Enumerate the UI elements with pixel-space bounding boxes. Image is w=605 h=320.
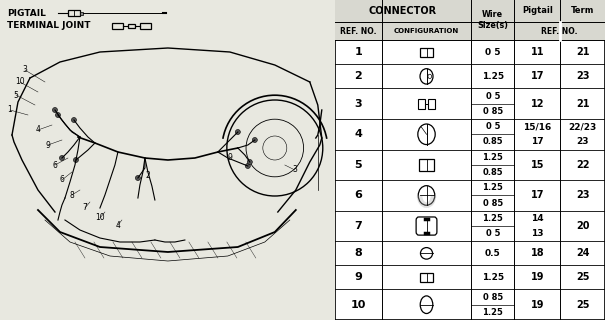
Text: 0 85: 0 85 <box>483 199 503 208</box>
Text: 18: 18 <box>531 248 544 258</box>
Text: 7: 7 <box>82 204 87 212</box>
Text: 4: 4 <box>355 129 362 139</box>
Bar <box>112 23 123 29</box>
Bar <box>335 22 605 40</box>
Circle shape <box>73 157 79 163</box>
Text: 14: 14 <box>531 214 544 223</box>
Text: 24: 24 <box>576 248 589 258</box>
Text: 9: 9 <box>355 272 362 282</box>
Text: 0.85: 0.85 <box>482 168 503 177</box>
Text: 10: 10 <box>350 300 366 310</box>
Circle shape <box>59 156 65 161</box>
Bar <box>419 159 434 171</box>
Text: 10: 10 <box>15 77 25 86</box>
Bar <box>68 10 80 16</box>
Text: 15/16: 15/16 <box>523 122 552 131</box>
Text: 3: 3 <box>292 165 297 174</box>
Bar <box>420 48 433 57</box>
Bar <box>140 23 151 29</box>
Text: 3: 3 <box>355 99 362 109</box>
Text: 13: 13 <box>531 229 544 238</box>
Text: 1.25: 1.25 <box>482 153 503 162</box>
Bar <box>420 273 433 282</box>
Circle shape <box>56 113 60 117</box>
Text: 9: 9 <box>227 154 232 163</box>
Text: 1.25: 1.25 <box>482 214 503 223</box>
Text: 5: 5 <box>13 91 18 100</box>
Circle shape <box>246 164 250 169</box>
Text: 8: 8 <box>355 248 362 258</box>
Text: 1.25: 1.25 <box>482 183 503 192</box>
Circle shape <box>136 175 140 180</box>
Bar <box>419 99 425 108</box>
Text: 1: 1 <box>8 106 12 115</box>
Text: 22/23: 22/23 <box>569 122 597 131</box>
Text: 0.85: 0.85 <box>482 137 503 147</box>
Text: TERMINAL JOINT: TERMINAL JOINT <box>7 21 91 30</box>
Text: 15: 15 <box>531 160 544 170</box>
Text: 6: 6 <box>355 190 362 200</box>
Circle shape <box>247 159 252 164</box>
Text: 3: 3 <box>22 66 27 75</box>
Bar <box>428 99 434 108</box>
Text: 21: 21 <box>576 47 589 57</box>
Text: 23: 23 <box>577 137 589 147</box>
Bar <box>335 0 605 22</box>
Circle shape <box>71 117 76 123</box>
Circle shape <box>235 130 240 134</box>
Circle shape <box>53 108 57 113</box>
Text: 6: 6 <box>53 161 57 170</box>
Text: 17: 17 <box>531 71 544 81</box>
Text: 0 85: 0 85 <box>483 292 503 301</box>
Text: 1.25: 1.25 <box>482 72 504 81</box>
Text: Wire
Size(s): Wire Size(s) <box>477 10 508 30</box>
Text: CONNECTOR: CONNECTOR <box>369 6 437 16</box>
Text: 20: 20 <box>576 221 589 231</box>
Text: 6: 6 <box>59 175 64 185</box>
Text: 0 5: 0 5 <box>486 229 500 238</box>
Text: REF. NO.: REF. NO. <box>541 27 578 36</box>
Text: 2: 2 <box>146 171 150 180</box>
Text: 4: 4 <box>116 220 120 229</box>
Text: 0 5: 0 5 <box>485 48 500 57</box>
Text: 19: 19 <box>531 300 544 310</box>
Text: 0 5: 0 5 <box>486 122 500 131</box>
Text: 19: 19 <box>531 272 544 282</box>
Text: CONFIGURATION: CONFIGURATION <box>394 28 459 34</box>
Text: 23: 23 <box>576 190 589 200</box>
Text: Term: Term <box>571 6 594 15</box>
Text: 21: 21 <box>576 99 589 109</box>
Text: Pigtail: Pigtail <box>522 6 553 15</box>
Text: 0.5: 0.5 <box>485 249 501 258</box>
Text: 0 5: 0 5 <box>486 92 500 100</box>
Text: 12: 12 <box>531 99 544 109</box>
Text: 9: 9 <box>45 140 50 149</box>
Text: PIGTAIL: PIGTAIL <box>7 9 46 18</box>
Text: 1.25: 1.25 <box>482 308 503 317</box>
Circle shape <box>252 138 257 142</box>
Text: 2: 2 <box>355 71 362 81</box>
Text: 23: 23 <box>576 71 589 81</box>
Text: 17: 17 <box>531 137 544 147</box>
Text: 1: 1 <box>355 47 362 57</box>
Text: 17: 17 <box>531 190 544 200</box>
Text: REF. NO.: REF. NO. <box>340 27 376 36</box>
Text: 11: 11 <box>531 47 544 57</box>
Text: 5: 5 <box>355 160 362 170</box>
Text: 7: 7 <box>355 221 362 231</box>
Text: 22: 22 <box>576 160 589 170</box>
Text: 4: 4 <box>36 125 41 134</box>
Text: 25: 25 <box>576 300 589 310</box>
Text: 25: 25 <box>576 272 589 282</box>
Text: 10: 10 <box>95 213 105 222</box>
Bar <box>128 24 135 28</box>
Text: 0 85: 0 85 <box>483 107 503 116</box>
Text: 1.25: 1.25 <box>482 273 504 282</box>
Text: 8: 8 <box>70 190 74 199</box>
Bar <box>80 12 83 14</box>
